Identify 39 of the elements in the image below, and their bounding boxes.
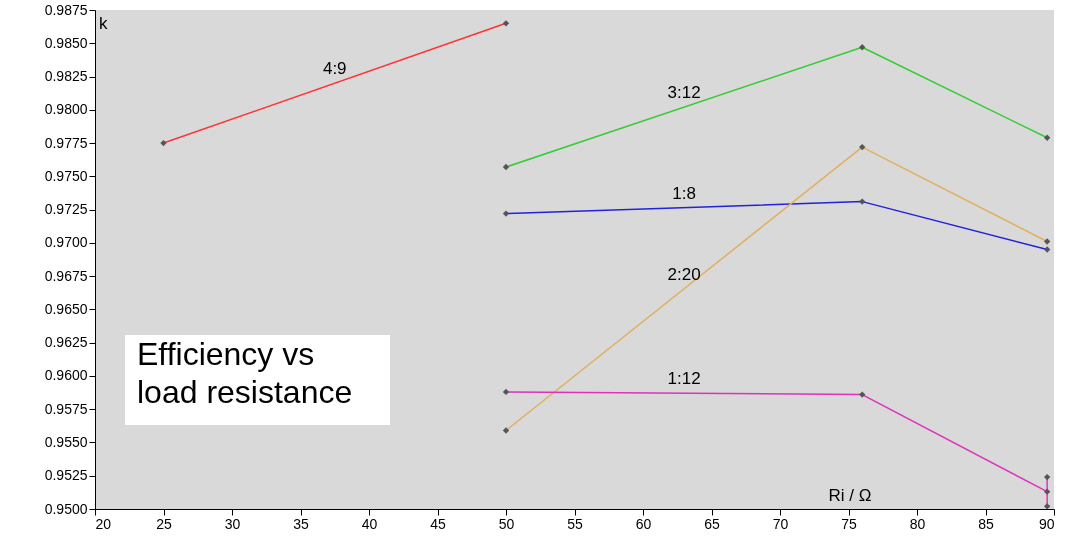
y-tick-label: 0.9875 [44,1,88,18]
x-tick-label: 40 [361,515,378,532]
y-tick-label: 0.9550 [44,433,88,450]
x-tick-label: 25 [156,515,172,532]
x-axis-title: Ri / Ω [828,486,872,505]
x-tick-label: 55 [567,515,583,532]
y-tick-label: 0.9700 [44,234,88,251]
x-tick-label: 90 [1038,515,1055,532]
y-tick-label: 0.9750 [44,167,88,184]
x-tick-label: 35 [293,515,309,532]
x-tick-label: 30 [224,515,241,532]
y-tick-label: 0.9600 [44,367,88,384]
x-tick-label: 50 [498,515,515,532]
series-label: 1:12 [667,369,701,389]
y-tick-label: 0.9525 [44,467,88,484]
x-tick-label: 20 [95,515,112,532]
y-tick-label: 0.9500 [44,500,88,517]
x-tick-label: 45 [430,515,446,532]
x-tick-label: 70 [772,515,789,532]
y-tick-label: 0.9675 [44,267,88,284]
y-tick-label: 0.9725 [44,201,88,218]
series-label: 1:8 [672,183,696,203]
x-tick-label: 85 [978,515,994,532]
x-tick-label: 60 [635,515,652,532]
series-label: 4:9 [322,59,347,79]
series-label: 2:20 [667,264,701,284]
series-label: 3:12 [667,83,701,103]
y-tick-label: 0.9825 [44,68,88,85]
x-tick-label: 65 [704,515,720,532]
y-tick-label: 0.9850 [44,34,88,51]
y-tick-label: 0.9775 [44,134,88,151]
text: Efficiency vs load resistance [137,336,353,410]
x-tick-label: 75 [841,515,857,532]
x-tick-label: 80 [909,515,926,532]
y-tick-label: 0.9650 [44,300,88,317]
y-tick-label: 0.9800 [44,101,88,118]
y-axis-title: k [99,14,108,33]
y-tick-label: 0.9625 [44,334,88,351]
y-tick-label: 0.9575 [44,400,88,417]
